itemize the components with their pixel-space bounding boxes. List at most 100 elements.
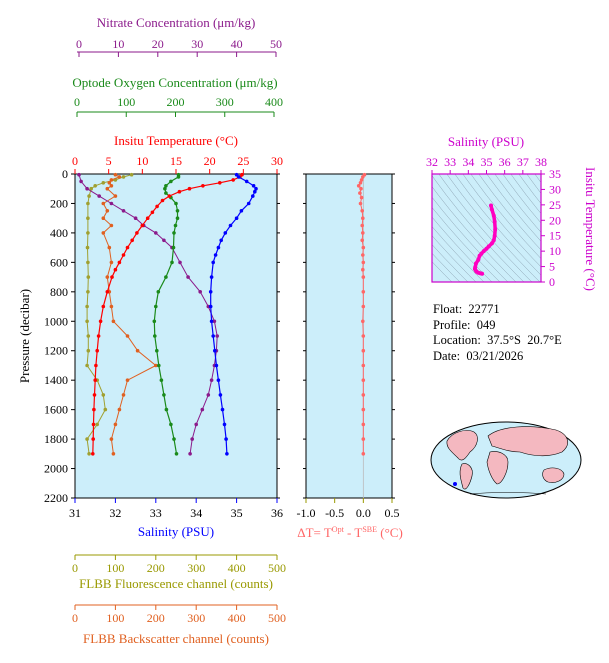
- backscatter-point: [121, 393, 126, 397]
- oxygen-point: [171, 245, 176, 250]
- nitrate-point: [194, 422, 198, 427]
- pressure-tick-label: 200: [50, 196, 68, 210]
- float-label: Float:: [433, 302, 463, 316]
- nitrate-point: [178, 260, 182, 265]
- ts-point: [476, 257, 481, 262]
- delta-t-point: [361, 267, 365, 272]
- ts-point: [492, 219, 497, 224]
- fluorescence-point: [89, 186, 93, 191]
- delta-t-point: [361, 407, 366, 412]
- fluorescence-tick-label: 500: [268, 561, 286, 575]
- nitrate-point: [200, 407, 205, 412]
- backscatter-point: [109, 184, 114, 188]
- backscatter-point: [101, 216, 106, 220]
- salinity-point: [246, 201, 251, 206]
- oxygen-point: [159, 378, 164, 383]
- delta-t-point: [361, 378, 366, 383]
- oxygen-point: [164, 275, 168, 279]
- temperature-point: [130, 238, 134, 243]
- delta-t-point: [360, 238, 365, 243]
- australia-shape: [542, 467, 565, 483]
- temperature-tick-label: 25: [237, 154, 249, 168]
- backscatter-point: [125, 378, 130, 383]
- backscatter-point: [125, 334, 130, 338]
- temperature-point: [155, 204, 159, 209]
- temperature-point: [113, 267, 118, 272]
- backscatter-point: [113, 422, 118, 427]
- nitrate-tick-label: 20: [152, 37, 164, 51]
- temperature-point: [145, 216, 150, 220]
- fluorescence-tick-label: 400: [228, 561, 246, 575]
- antarctica-shape: [469, 492, 547, 495]
- oxygen-point: [175, 216, 180, 220]
- delta-t-tick-label: 0.0: [356, 506, 371, 520]
- backscatter-point: [113, 172, 118, 177]
- ts-salinity-tick-label: 37: [517, 155, 529, 169]
- delta-t-point: [361, 245, 366, 250]
- oxygen-tick-label: 100: [117, 95, 135, 109]
- salinity-point: [209, 275, 214, 279]
- nitrate-tick-label: 10: [112, 37, 124, 51]
- pressure-tick-label: 800: [50, 285, 68, 299]
- ts-density-contour: [526, 174, 541, 194]
- nitrate-tick-label: 50: [270, 37, 282, 51]
- fluorescence-axis-label: FLBB Fluorescence channel (counts): [79, 576, 273, 591]
- nitrate-point: [109, 201, 114, 206]
- salinity-point: [228, 223, 233, 228]
- date-row: Date: 03/21/2026: [433, 349, 562, 365]
- ts-density-contour: [486, 174, 541, 242]
- oxygen-point: [169, 422, 173, 427]
- delta-t-point: [361, 393, 366, 397]
- nitrate-point: [188, 452, 192, 456]
- temperature-point: [121, 253, 126, 257]
- fluorescence-point: [86, 216, 90, 220]
- delta-t-point: [361, 231, 365, 235]
- pressure-tick-label: 1400: [44, 373, 68, 387]
- fluorescence-tick-label: 100: [106, 561, 124, 575]
- delta-t-point: [361, 275, 366, 279]
- nitrate-tick-label: 0: [76, 37, 82, 51]
- oxygen-tick-label: 300: [216, 95, 234, 109]
- oxygen-axis: 0 100 200 300 400 Optode Oxygen Concentratio…: [72, 75, 283, 117]
- ts-plot-area: [432, 174, 541, 282]
- fluorescence-axis: 0 100 200 300 400 500 FLBB Fluorescence chann…: [72, 554, 286, 591]
- fluorescence-point: [129, 172, 134, 177]
- ts-temperature-tick-label: 5: [549, 260, 555, 274]
- nitrate-axis: 0 10 20 30 40 50 Nitrate Concentration (μm/kg…: [76, 15, 282, 57]
- temperature-point: [117, 260, 122, 265]
- temperature-point: [105, 290, 110, 294]
- ts-point: [491, 238, 496, 243]
- oxygen-axis-label: Optode Oxygen Concentration (μm/kg): [72, 75, 277, 90]
- temperature-point: [91, 422, 96, 427]
- backscatter-point: [109, 178, 114, 182]
- backscatter-point: [117, 407, 122, 412]
- salinity-point: [209, 319, 214, 324]
- temperature-point: [110, 275, 114, 279]
- fluorescence-point: [86, 201, 90, 206]
- salinity-point: [219, 238, 223, 243]
- delta-t-tick-label: 0.5: [385, 506, 400, 520]
- backscatter-tick-label: 300: [187, 611, 205, 625]
- temperature-tick-label: 15: [170, 154, 182, 168]
- fluorescence-point: [87, 452, 91, 456]
- pressure-tick-label: 600: [50, 255, 68, 269]
- salinity-tick-label: 32: [109, 506, 121, 520]
- salinity-point: [213, 253, 218, 257]
- nitrate-point: [85, 186, 89, 191]
- oxygen-point: [172, 231, 176, 235]
- pressure-tick-label: 1200: [44, 344, 68, 358]
- temperature-point: [160, 198, 165, 203]
- fluorescence-point: [95, 422, 99, 427]
- temperature-point: [92, 407, 96, 412]
- nitrate-point: [79, 179, 83, 184]
- ts-density-contour: [432, 216, 493, 282]
- pressure-axis-label: Pressure (decibar): [17, 289, 32, 383]
- north-america-shape: [446, 430, 478, 461]
- oxygen-point: [164, 407, 169, 412]
- temperature-tick-label: 10: [136, 154, 148, 168]
- delta-t-point: [358, 201, 363, 206]
- salinity-point: [223, 231, 228, 235]
- ts-point: [473, 265, 478, 270]
- fluorescence-point: [85, 437, 89, 441]
